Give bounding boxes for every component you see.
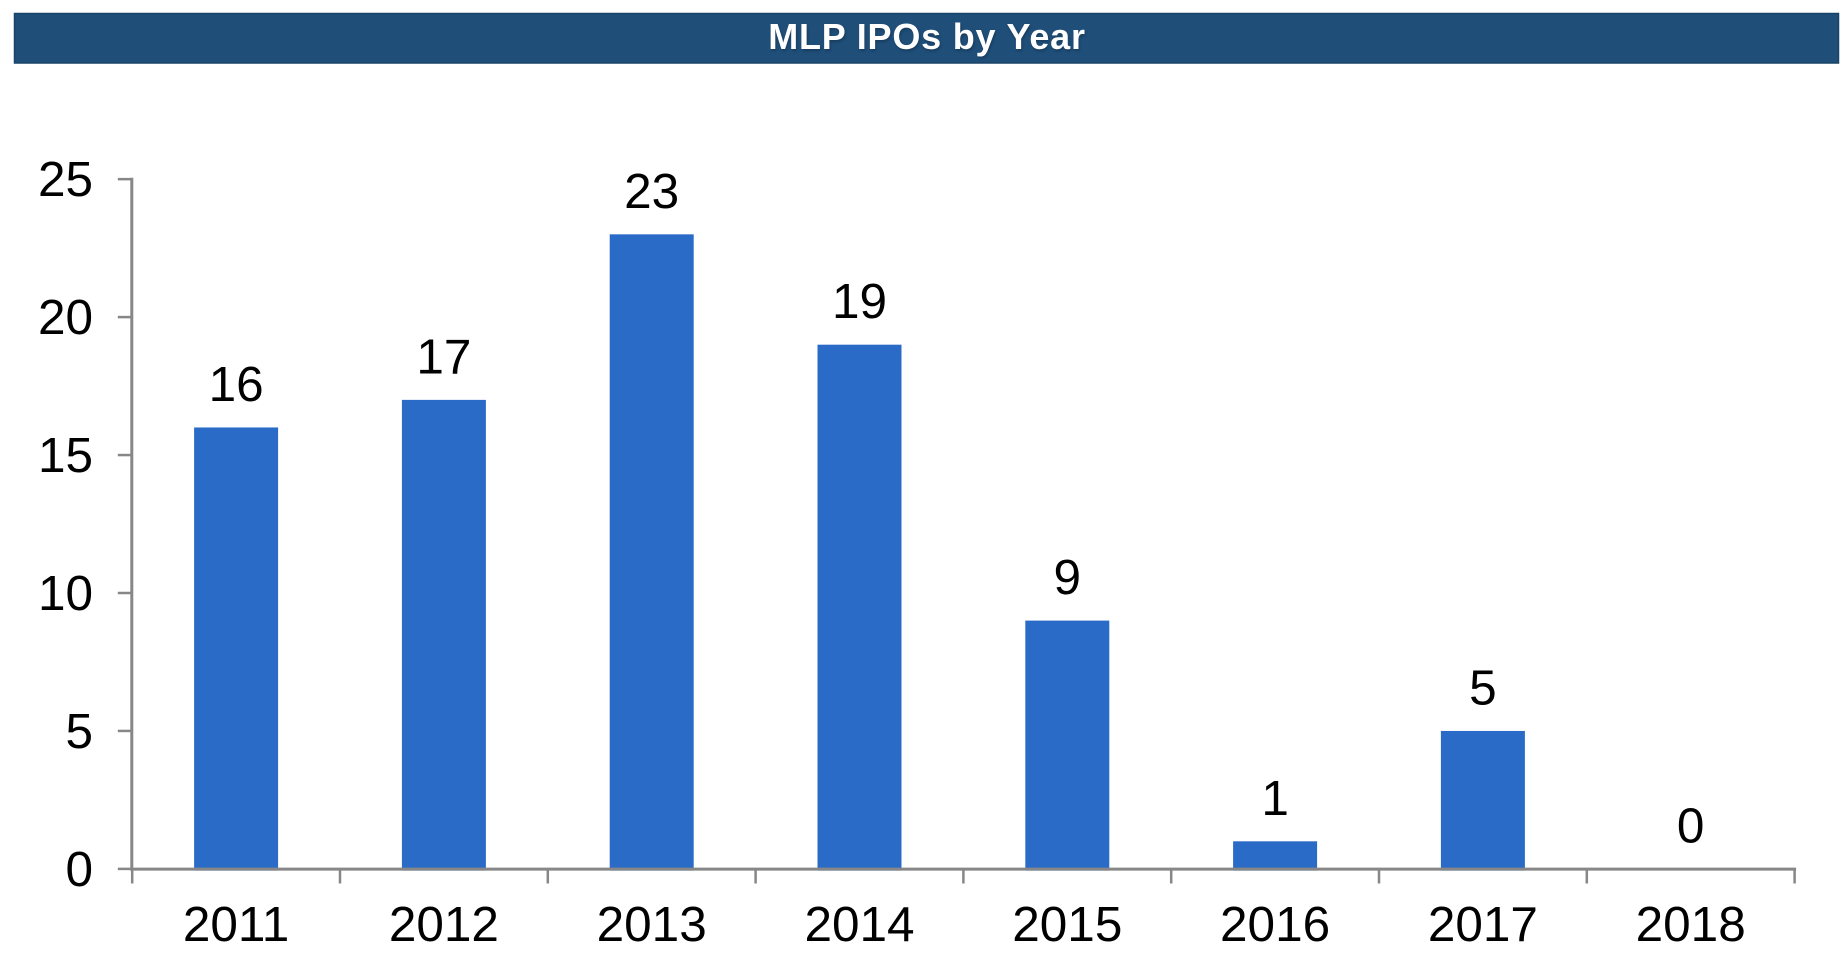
svg-text:10: 10 <box>38 566 93 621</box>
svg-text:0: 0 <box>65 842 93 897</box>
svg-text:2016: 2016 <box>1220 897 1330 952</box>
svg-text:9: 9 <box>1054 550 1082 605</box>
svg-text:25: 25 <box>38 152 93 207</box>
svg-text:1: 1 <box>1261 771 1289 826</box>
svg-text:2012: 2012 <box>389 897 499 952</box>
svg-text:17: 17 <box>416 329 471 384</box>
svg-text:2014: 2014 <box>804 897 914 952</box>
svg-text:19: 19 <box>832 274 887 329</box>
svg-text:15: 15 <box>38 428 93 483</box>
svg-text:20: 20 <box>38 290 93 345</box>
svg-text:23: 23 <box>624 164 679 219</box>
svg-text:16: 16 <box>209 357 264 412</box>
svg-text:2011: 2011 <box>183 897 289 952</box>
svg-text:MLP IPOs by Year: MLP IPOs by Year <box>768 16 1086 57</box>
svg-text:2017: 2017 <box>1428 897 1538 952</box>
svg-text:2013: 2013 <box>597 897 707 952</box>
svg-text:2015: 2015 <box>1012 897 1122 952</box>
svg-text:2018: 2018 <box>1636 897 1746 952</box>
svg-text:5: 5 <box>65 704 93 759</box>
svg-text:0: 0 <box>1677 798 1705 853</box>
svg-text:5: 5 <box>1469 661 1497 716</box>
